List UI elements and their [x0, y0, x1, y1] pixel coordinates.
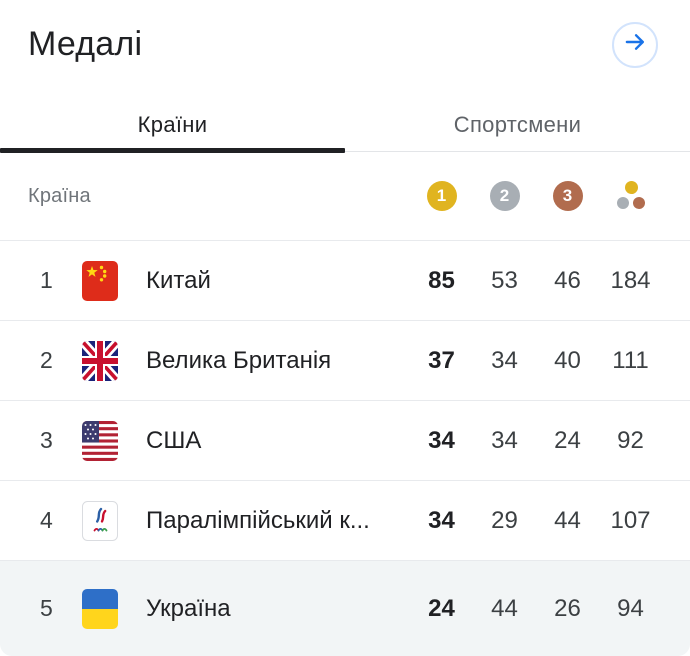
table-row[interactable]: 3 США 34 34 24 92 [0, 400, 690, 480]
gold-medal-icon: 1 [426, 181, 457, 211]
total-count: 94 [617, 594, 644, 622]
country-name: Паралімпійський к... [146, 506, 370, 534]
table-row[interactable]: 5 Україна 24 44 26 94 [0, 560, 690, 656]
flag-china-icon [82, 260, 118, 301]
flag-uk-icon [82, 340, 118, 381]
bronze-count: 44 [554, 506, 581, 534]
country-name: Китай [146, 266, 211, 294]
country-name: Україна [146, 594, 231, 622]
bronze-count: 40 [554, 346, 581, 374]
gold-count: 24 [428, 594, 455, 622]
totals-icon [616, 181, 646, 211]
country-name: Велика Британія [146, 346, 332, 374]
table-row[interactable]: 4 Паралімпійський к... 34 29 44 107 [0, 480, 690, 560]
gold-count: 34 [428, 506, 455, 534]
flag-ukraine-icon [82, 588, 118, 629]
rank: 4 [40, 507, 53, 533]
rank: 2 [40, 347, 53, 373]
gold-count: 34 [428, 426, 455, 454]
page-title: Медалі [28, 25, 143, 63]
flag-paralympic-icon [82, 500, 118, 541]
silver-count: 53 [491, 266, 518, 294]
arrow-right-icon [622, 29, 648, 60]
flag-usa-icon [82, 420, 118, 461]
country-column-header: Країна [28, 184, 91, 207]
open-full-table-button[interactable] [612, 21, 658, 68]
bronze-medal-icon: 3 [552, 181, 583, 211]
table-header: Країна 1 2 3 [0, 152, 690, 240]
rank: 3 [40, 427, 53, 453]
total-count: 92 [617, 426, 644, 454]
silver-medal-icon: 2 [489, 181, 520, 211]
tab-bar: Країни Спортсмени [0, 85, 690, 153]
silver-count: 34 [491, 346, 518, 374]
silver-count: 34 [491, 426, 518, 454]
total-count: 107 [610, 506, 651, 534]
widget-header: Медалі [0, 0, 690, 85]
bronze-count: 46 [554, 266, 581, 294]
bronze-count: 26 [554, 594, 581, 622]
bronze-count: 24 [554, 426, 581, 454]
medal-table-body: 1 Китай 85 53 46 184 2 Велика Британія 3… [0, 240, 690, 656]
rank: 1 [40, 267, 53, 293]
country-name: США [146, 426, 202, 454]
table-row[interactable]: 2 Велика Британія 37 34 40 111 [0, 320, 690, 400]
active-tab-indicator [0, 148, 345, 153]
total-count: 184 [610, 266, 651, 294]
table-row[interactable]: 1 Китай 85 53 46 184 [0, 240, 690, 320]
rank: 5 [40, 595, 53, 621]
tab-countries[interactable]: Країни [137, 112, 208, 137]
silver-count: 44 [491, 594, 518, 622]
tab-athletes[interactable]: Спортсмени [453, 112, 582, 137]
gold-count: 85 [428, 266, 455, 294]
gold-count: 37 [428, 346, 455, 374]
total-count: 111 [612, 346, 649, 374]
silver-count: 29 [491, 506, 518, 534]
